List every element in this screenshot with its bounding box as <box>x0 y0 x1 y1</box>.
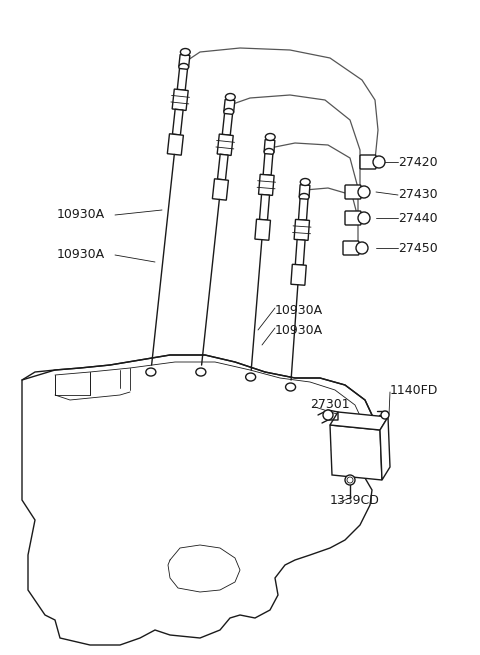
Ellipse shape <box>265 134 275 141</box>
Polygon shape <box>172 109 183 135</box>
Polygon shape <box>330 412 388 430</box>
Text: 27450: 27450 <box>398 242 438 255</box>
FancyBboxPatch shape <box>345 185 361 199</box>
Ellipse shape <box>299 193 309 200</box>
Text: 27430: 27430 <box>398 189 438 202</box>
Polygon shape <box>217 134 233 155</box>
Text: 27301: 27301 <box>310 398 349 411</box>
Polygon shape <box>168 134 183 155</box>
Ellipse shape <box>264 149 274 155</box>
Ellipse shape <box>180 48 190 56</box>
Polygon shape <box>217 155 228 180</box>
Polygon shape <box>259 174 274 195</box>
FancyBboxPatch shape <box>343 241 359 255</box>
Circle shape <box>356 242 368 254</box>
Polygon shape <box>222 113 232 135</box>
Ellipse shape <box>196 368 206 376</box>
Ellipse shape <box>226 94 235 100</box>
Text: 10930A: 10930A <box>275 303 323 316</box>
Text: 27440: 27440 <box>398 212 438 225</box>
Ellipse shape <box>246 373 256 381</box>
Polygon shape <box>330 425 382 480</box>
Circle shape <box>323 410 333 420</box>
Polygon shape <box>22 355 372 645</box>
Polygon shape <box>295 240 305 265</box>
Circle shape <box>345 475 355 485</box>
Text: 10930A: 10930A <box>57 248 105 261</box>
Polygon shape <box>294 219 310 240</box>
Ellipse shape <box>286 383 296 391</box>
Polygon shape <box>291 265 306 285</box>
Text: 1339CD: 1339CD <box>330 493 380 506</box>
Polygon shape <box>224 100 235 113</box>
Ellipse shape <box>146 368 156 376</box>
Ellipse shape <box>179 64 189 71</box>
Circle shape <box>347 477 353 483</box>
Polygon shape <box>264 140 275 153</box>
Circle shape <box>373 156 385 168</box>
Text: 1140FD: 1140FD <box>390 383 438 396</box>
Ellipse shape <box>224 109 234 115</box>
Text: 10930A: 10930A <box>275 324 323 337</box>
Circle shape <box>358 212 370 224</box>
FancyBboxPatch shape <box>360 155 376 169</box>
Text: 10930A: 10930A <box>57 208 105 221</box>
Polygon shape <box>179 54 190 67</box>
Ellipse shape <box>300 179 310 185</box>
Polygon shape <box>380 417 390 480</box>
Circle shape <box>381 411 389 419</box>
Polygon shape <box>212 179 228 200</box>
Polygon shape <box>260 195 269 220</box>
Polygon shape <box>299 185 310 197</box>
Circle shape <box>358 186 370 198</box>
FancyBboxPatch shape <box>345 211 361 225</box>
Polygon shape <box>263 154 273 175</box>
Polygon shape <box>172 89 188 111</box>
Polygon shape <box>177 69 188 90</box>
Polygon shape <box>299 198 308 220</box>
Polygon shape <box>255 219 270 240</box>
Text: 27420: 27420 <box>398 155 438 168</box>
